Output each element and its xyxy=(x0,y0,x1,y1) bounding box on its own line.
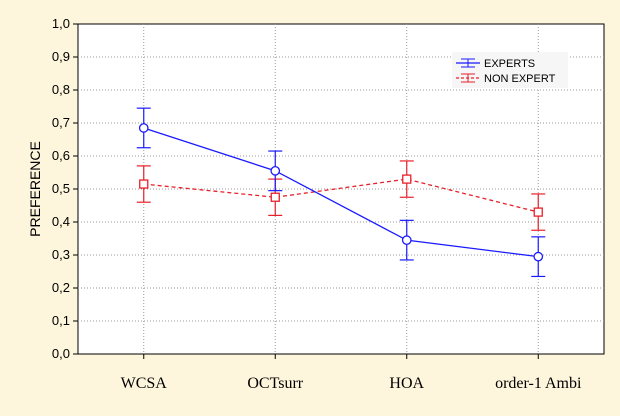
y-tick-label: 0,0 xyxy=(52,346,70,361)
data-point xyxy=(401,235,412,245)
x-axis: WCSA OCTsurr HOA order-1 Ambi xyxy=(121,354,582,392)
y-tick-label: 0,9 xyxy=(52,49,70,64)
x-tick-label: order-1 Ambi xyxy=(495,375,582,392)
y-tick-label: 0,6 xyxy=(52,148,70,163)
data-point xyxy=(533,251,544,262)
y-tick-label: 0,3 xyxy=(52,247,70,262)
y-axis-title: PREFERENCE xyxy=(27,141,43,237)
legend-label: NON EXPERT xyxy=(484,73,556,85)
x-tick-label: OCTsurr xyxy=(247,375,303,392)
series-line xyxy=(143,178,539,213)
series-line xyxy=(143,127,539,258)
legend-label: EXPERTS xyxy=(484,58,535,70)
legend: EXPERTS NON EXPERT xyxy=(452,52,568,88)
y-axis: 0,0 0,1 0,2 0,3 0,4 0,5 0,6 0,7 0,8 0,9 1,0 xyxy=(52,16,78,361)
series-experts xyxy=(136,107,546,278)
x-tick-label: WCSA xyxy=(121,375,168,392)
data-point xyxy=(139,179,149,189)
x-tick-label: HOA xyxy=(389,375,424,392)
y-tick-label: 0,5 xyxy=(52,181,70,196)
y-tick-label: 0,7 xyxy=(52,115,70,130)
y-tick-label: 0,8 xyxy=(52,82,70,97)
data-point xyxy=(270,192,280,202)
series-non-expert xyxy=(136,160,546,231)
series-layer xyxy=(136,107,546,278)
y-tick-label: 0,1 xyxy=(52,313,70,328)
y-tick-label: 0,4 xyxy=(52,214,70,229)
data-point xyxy=(402,174,412,184)
legend-item: NON EXPERT xyxy=(456,73,556,85)
y-tick-label: 1,0 xyxy=(52,16,70,31)
data-point xyxy=(533,207,543,217)
y-tick-label: 0,2 xyxy=(52,280,70,295)
data-point xyxy=(138,123,149,133)
data-point xyxy=(270,166,281,176)
legend-item: EXPERTS xyxy=(456,58,535,70)
